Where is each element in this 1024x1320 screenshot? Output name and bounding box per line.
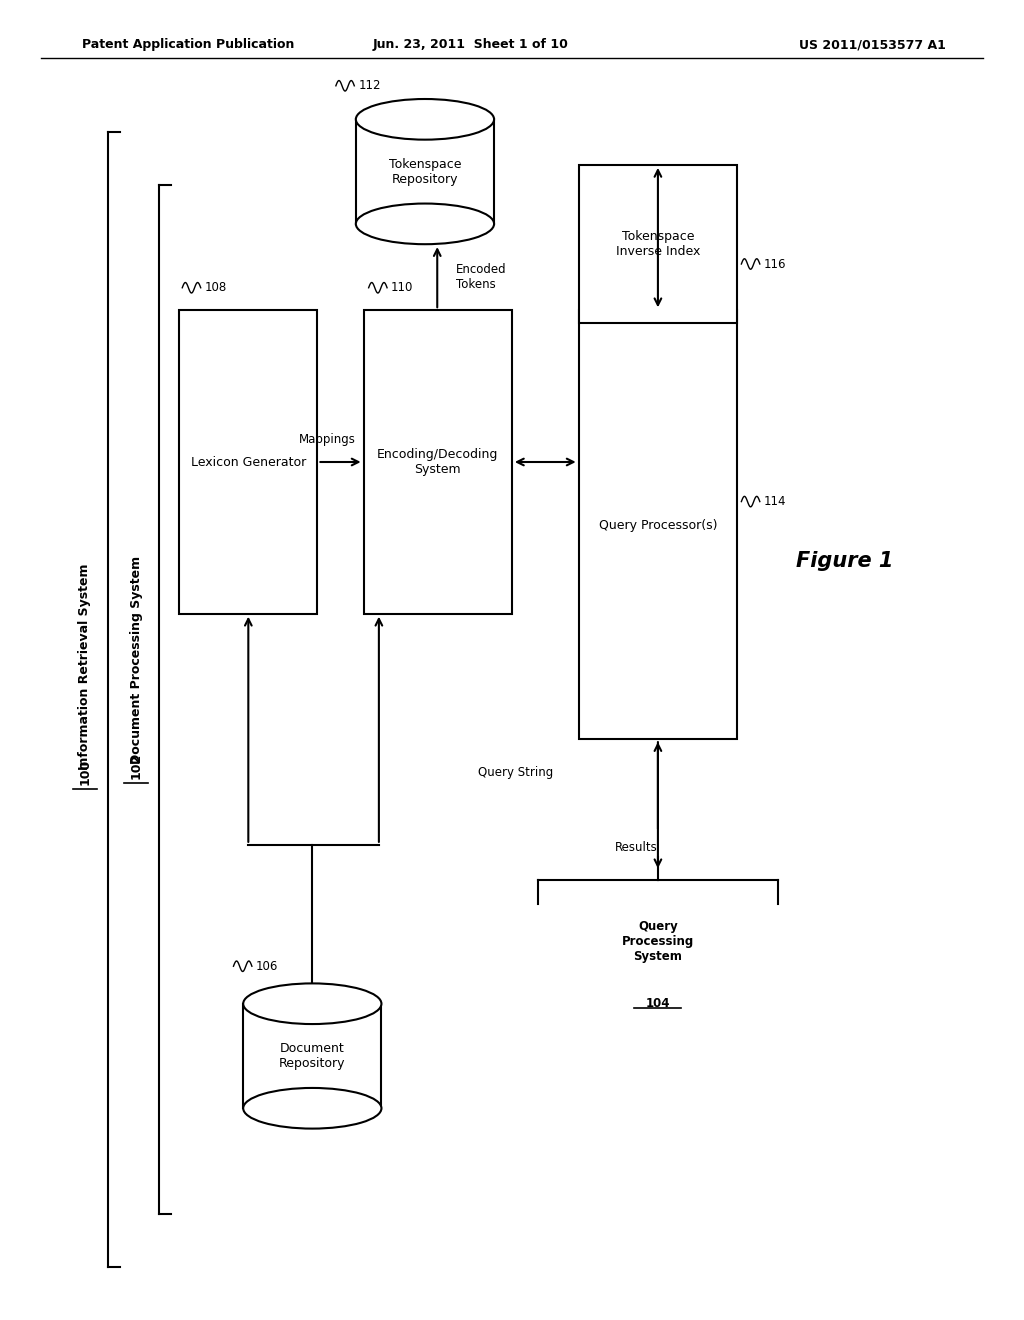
- Text: Query Processor(s): Query Processor(s): [599, 519, 717, 532]
- Bar: [356, 119, 494, 224]
- Text: Tokenspace
Repository: Tokenspace Repository: [389, 157, 461, 186]
- Text: 112: 112: [358, 79, 381, 92]
- Text: Query String: Query String: [478, 766, 553, 779]
- Bar: [579, 310, 737, 739]
- Text: 116: 116: [764, 257, 786, 271]
- Text: Encoding/Decoding
System: Encoding/Decoding System: [377, 447, 499, 477]
- Bar: [579, 165, 737, 323]
- Text: Encoded
Tokens: Encoded Tokens: [456, 263, 506, 292]
- Text: Tokenspace
Inverse Index: Tokenspace Inverse Index: [615, 230, 700, 259]
- Text: Mappings: Mappings: [299, 433, 356, 446]
- Text: 104: 104: [646, 997, 670, 1010]
- Text: Patent Application Publication: Patent Application Publication: [82, 38, 294, 51]
- Bar: [244, 1003, 381, 1109]
- Text: Figure 1: Figure 1: [796, 550, 894, 572]
- Text: 108: 108: [205, 281, 227, 294]
- Bar: [364, 310, 512, 614]
- Text: 100: 100: [79, 759, 91, 785]
- Bar: [179, 310, 317, 614]
- Text: 114: 114: [764, 495, 786, 508]
- Text: US 2011/0153577 A1: US 2011/0153577 A1: [799, 38, 945, 51]
- Text: Document
Repository: Document Repository: [280, 1041, 345, 1071]
- Text: Query
Processing
System: Query Processing System: [622, 920, 694, 964]
- Ellipse shape: [244, 1088, 381, 1129]
- Text: Results: Results: [614, 841, 657, 854]
- Text: 102: 102: [130, 752, 142, 779]
- Ellipse shape: [355, 99, 494, 140]
- Text: Lexicon Generator: Lexicon Generator: [190, 455, 306, 469]
- Text: Document Processing System: Document Processing System: [130, 556, 142, 764]
- Ellipse shape: [355, 203, 494, 244]
- Text: Information Retrieval System: Information Retrieval System: [79, 564, 91, 770]
- Text: 106: 106: [256, 960, 279, 973]
- Text: 110: 110: [391, 281, 414, 294]
- Ellipse shape: [244, 983, 381, 1024]
- Text: Jun. 23, 2011  Sheet 1 of 10: Jun. 23, 2011 Sheet 1 of 10: [373, 38, 569, 51]
